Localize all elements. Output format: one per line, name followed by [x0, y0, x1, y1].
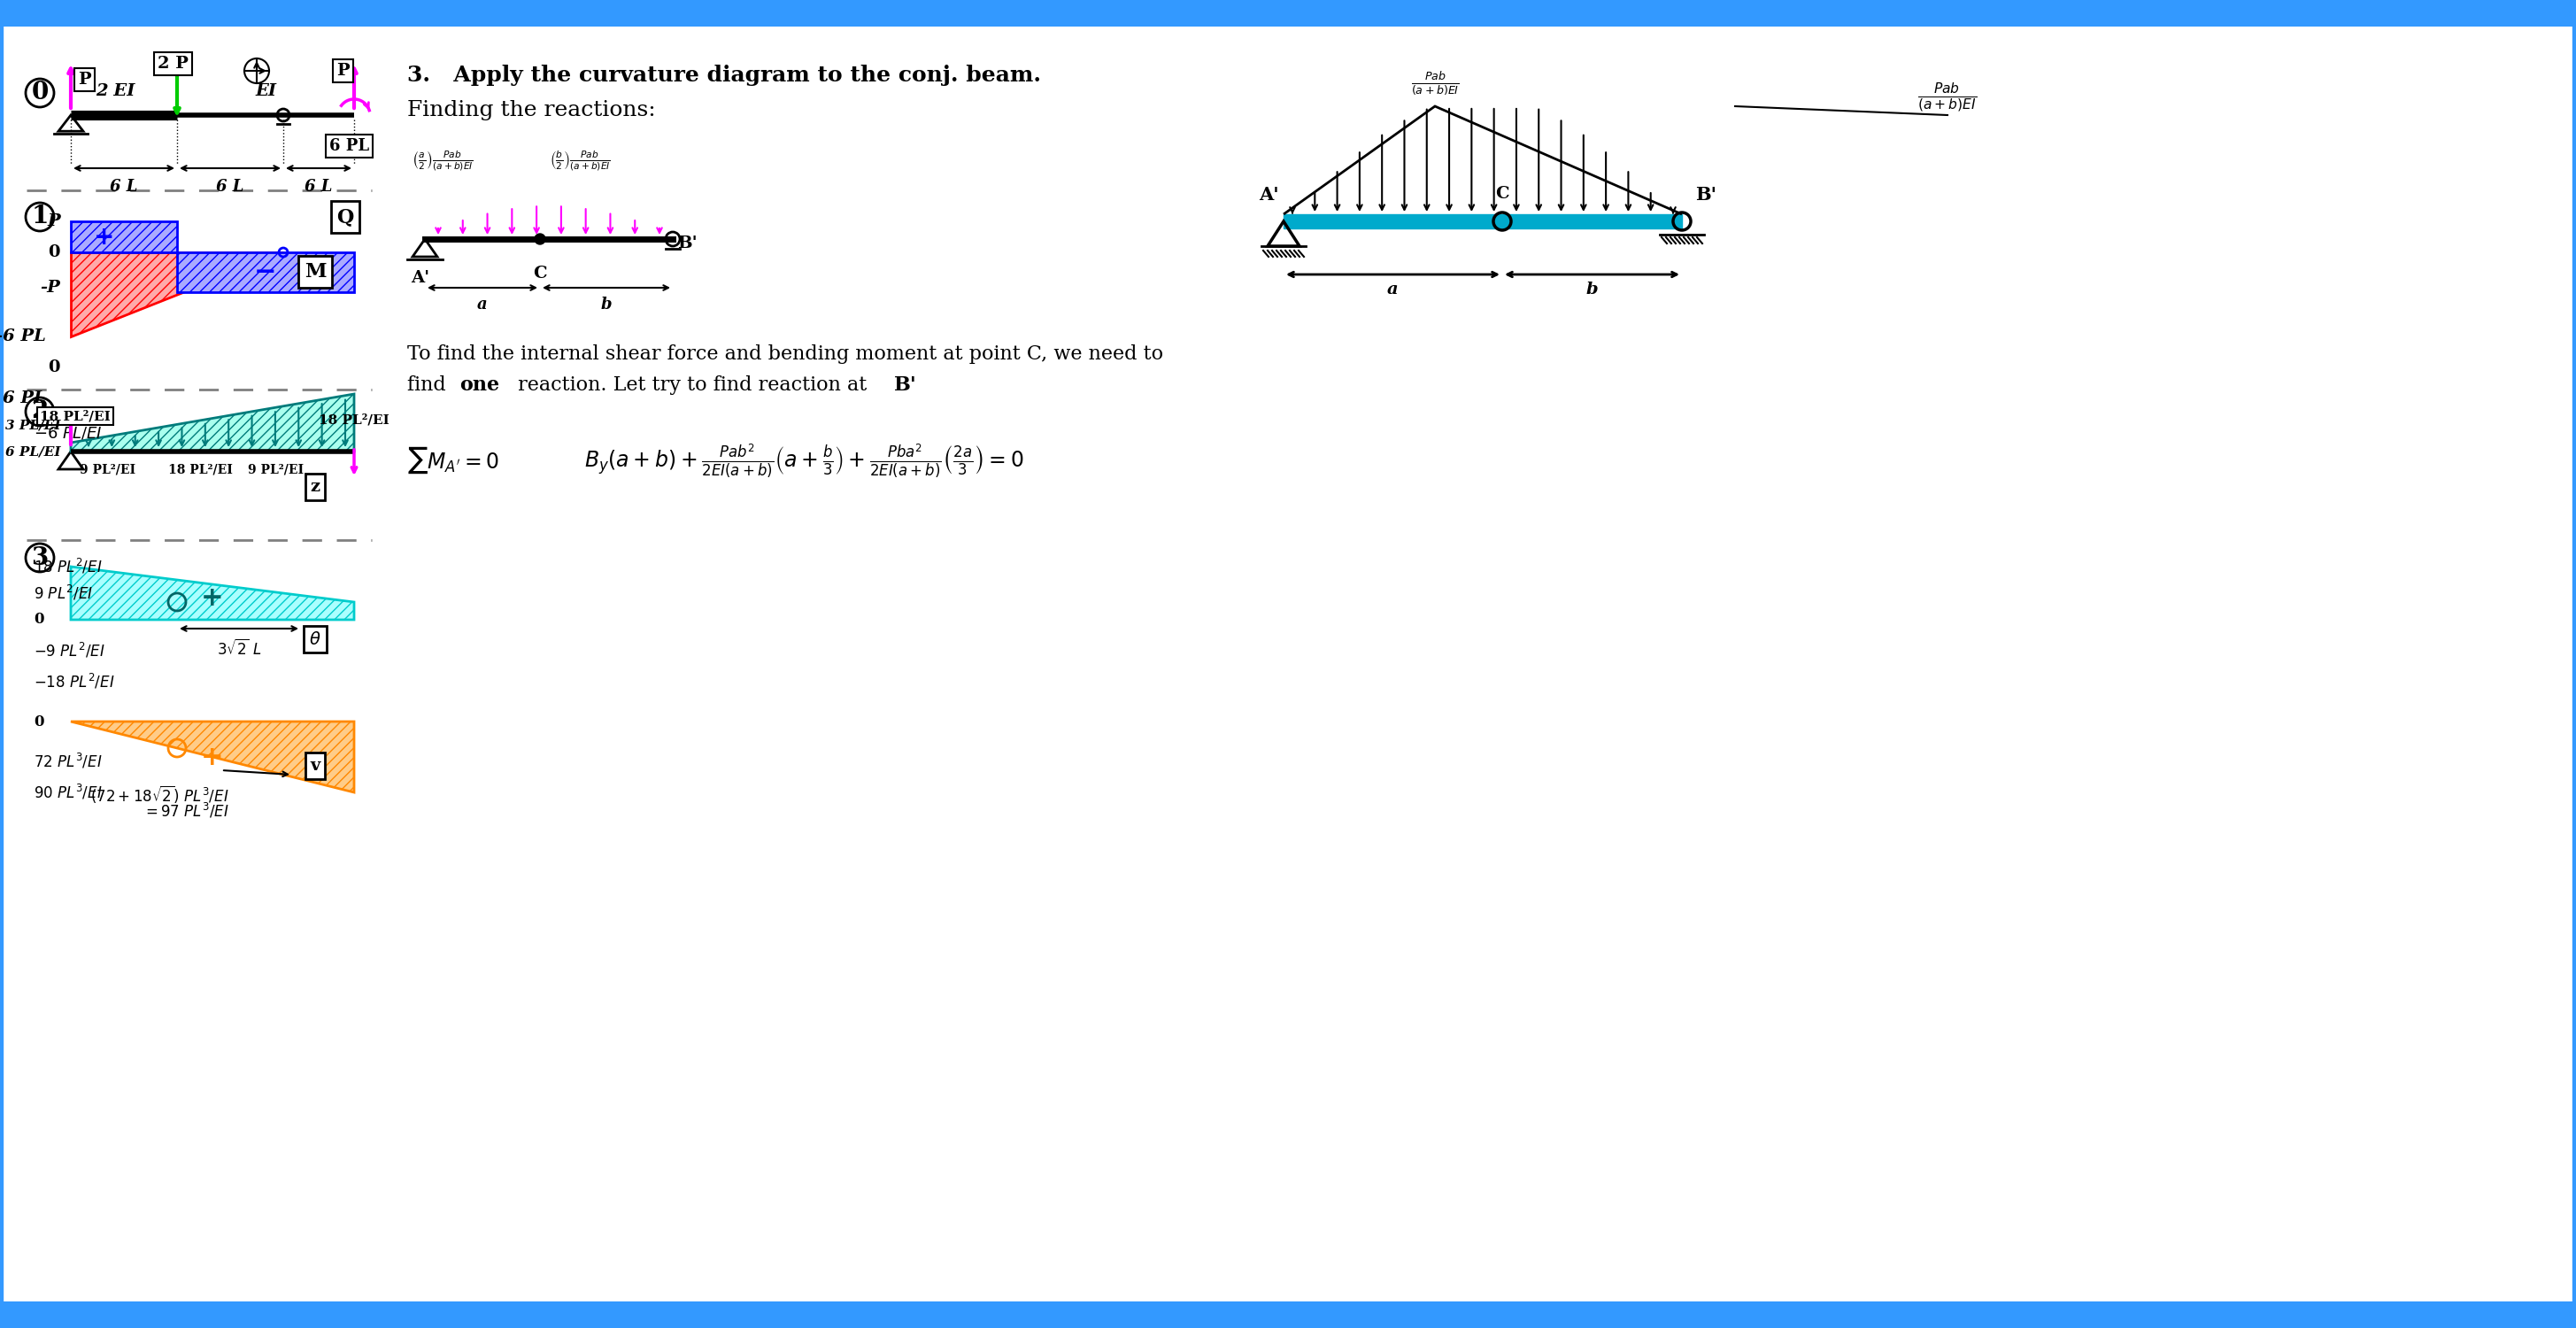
Text: $\frac{Pab}{(a+b)EI}$: $\frac{Pab}{(a+b)EI}$ [1917, 81, 1978, 114]
Polygon shape [70, 721, 353, 793]
Text: 9 PL²/EI: 9 PL²/EI [247, 463, 304, 475]
Text: 6 L: 6 L [216, 179, 245, 195]
Bar [70, 222, 178, 252]
Text: +: + [201, 584, 224, 611]
Text: To find the internal shear force and bending moment at point C, we need to: To find the internal shear force and ben… [407, 344, 1164, 364]
Text: 3.   Apply the curvature diagram to the conj. beam.: 3. Apply the curvature diagram to the co… [407, 65, 1041, 86]
Text: $-18\ PL^2/EI$: $-18\ PL^2/EI$ [33, 672, 113, 691]
Bar [178, 252, 353, 292]
Polygon shape [70, 394, 353, 452]
Text: 2 EI: 2 EI [95, 84, 134, 100]
Text: z: z [309, 479, 319, 495]
Text: M: M [304, 262, 327, 282]
Text: 6 PL: 6 PL [330, 138, 368, 154]
Text: P: P [46, 214, 59, 230]
Text: Finding the reactions:: Finding the reactions: [407, 101, 657, 121]
Text: a: a [477, 296, 487, 312]
Text: -6 PL: -6 PL [0, 328, 46, 344]
Text: $(72+18\sqrt{2})\ PL^3/EI$: $(72+18\sqrt{2})\ PL^3/EI$ [90, 784, 229, 805]
Text: $\left(\frac{a}{2}\right)\frac{Pab}{(a+b)EI}$: $\left(\frac{a}{2}\right)\frac{Pab}{(a+b… [412, 149, 474, 173]
Bar [0, 0, 2576, 27]
Text: 3 PL/EI: 3 PL/EI [5, 418, 59, 432]
Text: 0: 0 [33, 612, 44, 627]
Text: $-9\ PL^2/EI$: $-9\ PL^2/EI$ [33, 641, 106, 660]
Text: 0: 0 [49, 244, 59, 260]
Polygon shape [70, 252, 283, 336]
Text: EI: EI [255, 84, 276, 100]
Bar [1283, 214, 1682, 228]
Text: a: a [1388, 282, 1399, 297]
Text: 9 PL²/EI: 9 PL²/EI [80, 463, 137, 475]
Text: 18 PL²/EI: 18 PL²/EI [39, 410, 111, 422]
Text: -P: -P [41, 280, 59, 296]
Circle shape [536, 234, 546, 244]
Text: C: C [533, 266, 546, 282]
Text: $\theta$: $\theta$ [309, 631, 322, 648]
Text: $\left(\frac{b}{2}\right)\frac{Pab}{(a+b)EI}$: $\left(\frac{b}{2}\right)\frac{Pab}{(a+b… [549, 149, 611, 173]
Text: 6 PL/EI: 6 PL/EI [5, 445, 59, 458]
Text: 2: 2 [31, 400, 49, 424]
Polygon shape [70, 567, 353, 620]
Text: P: P [337, 62, 350, 78]
Text: find: find [407, 376, 453, 394]
Text: Q: Q [337, 207, 353, 227]
Text: 2 P: 2 P [157, 56, 188, 72]
Text: one: one [459, 376, 500, 394]
Text: $3\sqrt{2}\ L$: $3\sqrt{2}\ L$ [216, 639, 260, 659]
Text: 0: 0 [33, 714, 44, 729]
Text: b: b [600, 296, 613, 312]
Text: B': B' [1695, 186, 1716, 203]
Text: $18\ PL^2/EI$: $18\ PL^2/EI$ [33, 558, 103, 576]
Text: +: + [201, 744, 224, 770]
Bar [0, 1301, 2576, 1328]
Text: A': A' [412, 270, 430, 286]
Text: 0: 0 [31, 81, 49, 105]
Text: v: v [309, 758, 319, 774]
Text: −: − [255, 259, 276, 284]
Text: B': B' [894, 376, 917, 394]
Text: 3: 3 [31, 546, 49, 570]
Text: 18 PL²/EI: 18 PL²/EI [319, 414, 389, 426]
Text: $= 97\ PL^3/EI$: $= 97\ PL^3/EI$ [142, 801, 229, 819]
Text: $\frac{Pab}{(a+b)EI}$: $\frac{Pab}{(a+b)EI}$ [1412, 70, 1458, 97]
Text: C: C [1494, 186, 1510, 202]
Text: $72\ PL^3/EI$: $72\ PL^3/EI$ [33, 752, 103, 770]
Text: 18 PL²/EI: 18 PL²/EI [167, 463, 232, 475]
Text: 0: 0 [49, 360, 59, 376]
Text: 6 L: 6 L [111, 179, 139, 195]
Text: +: + [95, 224, 116, 250]
Text: $\sum M_{A'} = 0$: $\sum M_{A'} = 0$ [407, 445, 500, 475]
Text: $90\ PL^3/EI$: $90\ PL^3/EI$ [33, 784, 103, 802]
Text: $9\ PL^2/EI$: $9\ PL^2/EI$ [33, 584, 93, 603]
Text: A': A' [1260, 186, 1280, 203]
Text: $B_y(a+b) + \frac{Pab^2}{2EI(a+b)}\left(a + \frac{b}{3}\right) + \frac{Pba^2}{2E: $B_y(a+b) + \frac{Pab^2}{2EI(a+b)}\left(… [585, 442, 1025, 479]
Text: 6 L: 6 L [304, 179, 332, 195]
Text: b: b [1587, 282, 1597, 297]
Text: 6 PL: 6 PL [3, 390, 46, 406]
Text: B': B' [677, 235, 698, 251]
Text: P: P [77, 72, 90, 88]
Text: $-6\ PL/EI$: $-6\ PL/EI$ [33, 426, 103, 442]
Text: 1: 1 [31, 205, 49, 228]
Text: reaction. Let try to find reaction at: reaction. Let try to find reaction at [513, 376, 873, 394]
